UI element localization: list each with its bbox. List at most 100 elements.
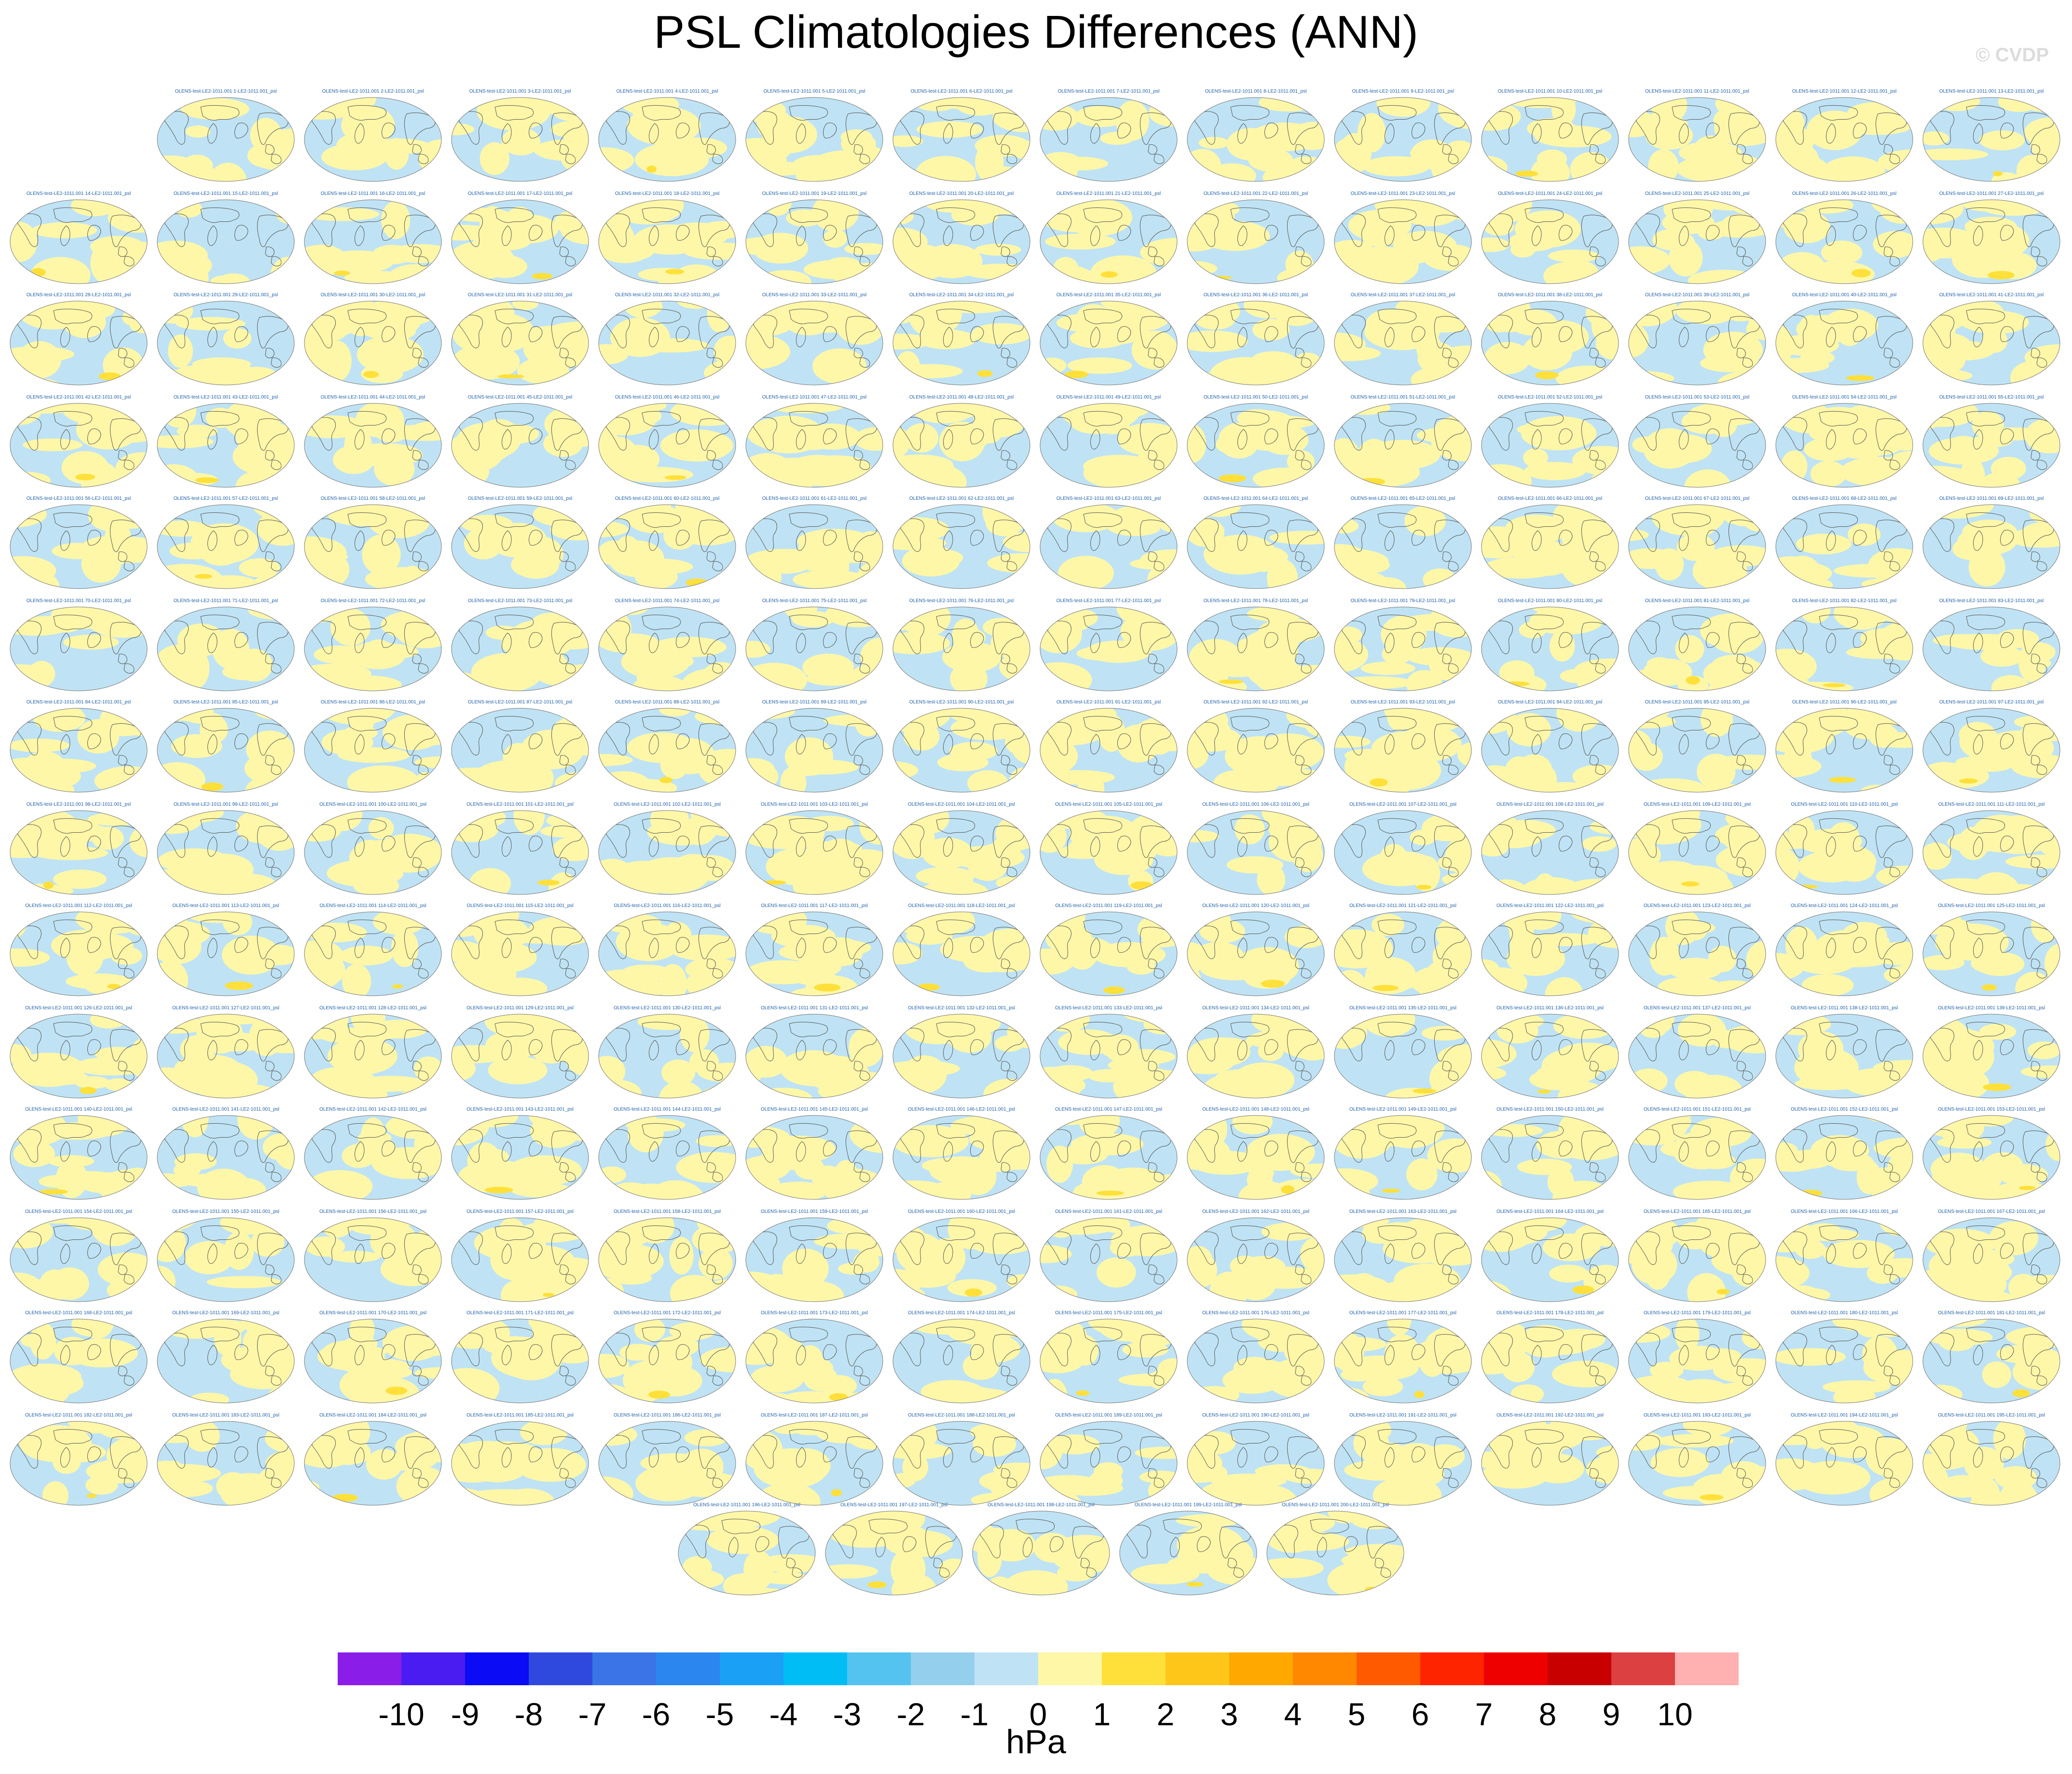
world-map-icon xyxy=(745,708,883,793)
world-map-icon xyxy=(1481,708,1619,793)
world-map-icon xyxy=(1922,301,2060,385)
world-map-icon xyxy=(1334,1319,1472,1403)
panel-label: OLENS-test-LE2-1011.001 198-LE2-1011.001… xyxy=(988,1502,1095,1508)
map-panel-190: OLENS-test-LE2-1011.001 190-LE2-1011.001… xyxy=(1184,1413,1327,1512)
panel-label: OLENS-test-LE2-1011.001 86-LE2-1011.001_… xyxy=(320,700,425,705)
panel-label: OLENS-test-LE2-1011.001 140-LE2-1011.001… xyxy=(25,1107,132,1112)
world-map-icon xyxy=(304,97,442,182)
panel-label: OLENS-test-LE2-1011.001 107-LE2-1011.001… xyxy=(1349,802,1456,807)
panel-label: OLENS-test-LE2-1011.001 199-LE2-1011.001… xyxy=(1135,1502,1242,1508)
panel-label: OLENS-test-LE2-1011.001 105-LE2-1011.001… xyxy=(1055,802,1162,807)
panel-label: OLENS-test-LE2-1011.001 176-LE2-1011.001… xyxy=(1202,1310,1309,1316)
world-map-icon xyxy=(892,1319,1030,1403)
map-panel-81: OLENS-test-LE2-1011.001 81-LE2-1011.001_… xyxy=(1626,598,1769,698)
panel-label: OLENS-test-LE2-1011.001 57-LE2-1011.001_… xyxy=(173,496,278,501)
map-panel-111: OLENS-test-LE2-1011.001 111-LE2-1011.001… xyxy=(1920,802,2063,901)
map-panel-121: OLENS-test-LE2-1011.001 121-LE2-1011.001… xyxy=(1331,903,1474,1003)
colorbar-segment xyxy=(1357,1652,1420,1685)
world-map-icon xyxy=(1775,403,1913,488)
map-panel-54: OLENS-test-LE2-1011.001 54-LE2-1011.001_… xyxy=(1773,395,1916,494)
map-panel-194: OLENS-test-LE2-1011.001 194-LE2-1011.001… xyxy=(1773,1413,1916,1512)
colorbar-segment xyxy=(592,1652,656,1685)
panel-label: OLENS-test-LE2-1011.001 1-LE2-1011.001_p… xyxy=(175,89,277,94)
world-map-icon xyxy=(157,911,295,996)
world-map-icon xyxy=(598,1217,736,1302)
world-map-icon xyxy=(1628,504,1766,589)
world-map-icon xyxy=(304,810,442,895)
panel-label: OLENS-test-LE2-1011.001 63-LE2-1011.001_… xyxy=(1056,496,1161,501)
map-panel-156: OLENS-test-LE2-1011.001 156-LE2-1011.001… xyxy=(302,1209,444,1308)
map-panel-38: OLENS-test-LE2-1011.001 38-LE2-1011.001_… xyxy=(1479,292,1621,392)
panel-label: OLENS-test-LE2-1011.001 139-LE2-1011.001… xyxy=(1938,1005,2045,1011)
map-panel-29: OLENS-test-LE2-1011.001 29-LE2-1011.001_… xyxy=(154,292,297,392)
map-panel-73: OLENS-test-LE2-1011.001 73-LE2-1011.001_… xyxy=(449,598,591,698)
world-map-icon xyxy=(1628,911,1766,996)
panel-label: OLENS-test-LE2-1011.001 69-LE2-1011.001_… xyxy=(1939,496,2044,501)
world-map-icon xyxy=(451,199,589,284)
map-panel-160: OLENS-test-LE2-1011.001 160-LE2-1011.001… xyxy=(890,1209,1033,1308)
panel-label: OLENS-test-LE2-1011.001 159-LE2-1011.001… xyxy=(761,1209,868,1214)
map-panel-106: OLENS-test-LE2-1011.001 106-LE2-1011.001… xyxy=(1184,802,1327,901)
panel-label: OLENS-test-LE2-1011.001 41-LE2-1011.001_… xyxy=(1939,292,2044,298)
panel-label: OLENS-test-LE2-1011.001 65-LE2-1011.001_… xyxy=(1350,496,1455,501)
panel-label: OLENS-test-LE2-1011.001 168-LE2-1011.001… xyxy=(25,1310,132,1316)
world-map-icon xyxy=(598,606,736,691)
panel-label: OLENS-test-LE2-1011.001 171-LE2-1011.001… xyxy=(467,1310,574,1316)
panel-label: OLENS-test-LE2-1011.001 47-LE2-1011.001_… xyxy=(762,395,867,400)
world-map-icon xyxy=(1628,606,1766,691)
panel-label: OLENS-test-LE2-1011.001 87-LE2-1011.001_… xyxy=(467,700,573,705)
map-panel-171: OLENS-test-LE2-1011.001 171-LE2-1011.001… xyxy=(449,1310,591,1410)
world-map-icon xyxy=(1775,911,1913,996)
panel-label: OLENS-test-LE2-1011.001 45-LE2-1011.001_… xyxy=(467,395,573,400)
world-map-icon xyxy=(598,911,736,996)
world-map-icon xyxy=(1187,1319,1325,1403)
panel-label: OLENS-test-LE2-1011.001 187-LE2-1011.001… xyxy=(761,1413,868,1418)
world-map-icon xyxy=(1628,1319,1766,1403)
panel-label: OLENS-test-LE2-1011.001 134-LE2-1011.001… xyxy=(1202,1005,1309,1011)
map-panel-94: OLENS-test-LE2-1011.001 94-LE2-1011.001_… xyxy=(1479,700,1621,799)
world-map-icon xyxy=(304,1421,442,1506)
panel-label: OLENS-test-LE2-1011.001 52-LE2-1011.001_… xyxy=(1497,395,1603,400)
map-panel-165: OLENS-test-LE2-1011.001 165-LE2-1011.001… xyxy=(1626,1209,1769,1308)
panel-label: OLENS-test-LE2-1011.001 158-LE2-1011.001… xyxy=(614,1209,721,1214)
panel-label: OLENS-test-LE2-1011.001 141-LE2-1011.001… xyxy=(172,1107,279,1112)
panel-label: OLENS-test-LE2-1011.001 22-LE2-1011.001_… xyxy=(1203,191,1308,196)
panel-label: OLENS-test-LE2-1011.001 137-LE2-1011.001… xyxy=(1644,1005,1751,1011)
map-panel-64: OLENS-test-LE2-1011.001 64-LE2-1011.001_… xyxy=(1184,496,1327,595)
map-panel-88: OLENS-test-LE2-1011.001 88-LE2-1011.001_… xyxy=(596,700,739,799)
map-panel-5: OLENS-test-LE2-1011.001 5-LE2-1011.001_p… xyxy=(743,89,886,188)
world-map-icon xyxy=(892,1115,1030,1200)
colorbar-tick-label: 6 xyxy=(1411,1696,1429,1732)
world-map-icon xyxy=(892,301,1030,385)
world-map-icon xyxy=(10,810,148,895)
world-map-icon xyxy=(1187,97,1325,182)
map-panel-131: OLENS-test-LE2-1011.001 131-LE2-1011.001… xyxy=(743,1005,886,1105)
world-map-icon xyxy=(1187,1115,1325,1200)
map-panel-19: OLENS-test-LE2-1011.001 19-LE2-1011.001_… xyxy=(743,191,886,290)
world-map-icon xyxy=(1481,1014,1619,1099)
map-panel-44: OLENS-test-LE2-1011.001 44-LE2-1011.001_… xyxy=(302,395,444,494)
world-map-icon xyxy=(304,606,442,691)
panel-label: OLENS-test-LE2-1011.001 38-LE2-1011.001_… xyxy=(1497,292,1603,298)
map-panel-174: OLENS-test-LE2-1011.001 174-LE2-1011.001… xyxy=(890,1310,1033,1410)
map-panel-82: OLENS-test-LE2-1011.001 82-LE2-1011.001_… xyxy=(1773,598,1916,698)
world-map-icon xyxy=(157,97,295,182)
world-map-icon xyxy=(1334,810,1472,895)
panel-label: OLENS-test-LE2-1011.001 54-LE2-1011.001_… xyxy=(1792,395,1897,400)
world-map-icon xyxy=(1040,1319,1178,1403)
map-panel-91: OLENS-test-LE2-1011.001 91-LE2-1011.001_… xyxy=(1037,700,1180,799)
map-panel-159: OLENS-test-LE2-1011.001 159-LE2-1011.001… xyxy=(743,1209,886,1308)
map-panel-158: OLENS-test-LE2-1011.001 158-LE2-1011.001… xyxy=(596,1209,739,1308)
panel-label: OLENS-test-LE2-1011.001 169-LE2-1011.001… xyxy=(172,1310,279,1316)
panel-label: OLENS-test-LE2-1011.001 192-LE2-1011.001… xyxy=(1496,1413,1604,1418)
colorbar-segment xyxy=(1166,1652,1229,1685)
panel-label: OLENS-test-LE2-1011.001 42-LE2-1011.001_… xyxy=(26,395,131,400)
map-panel-101: OLENS-test-LE2-1011.001 101-LE2-1011.001… xyxy=(449,802,591,901)
map-panel-195: OLENS-test-LE2-1011.001 195-LE2-1011.001… xyxy=(1920,1413,2063,1512)
map-panel-138: OLENS-test-LE2-1011.001 138-LE2-1011.001… xyxy=(1773,1005,1916,1105)
map-panel-35: OLENS-test-LE2-1011.001 35-LE2-1011.001_… xyxy=(1037,292,1180,392)
world-map-icon xyxy=(304,1115,442,1200)
panel-label: OLENS-test-LE2-1011.001 88-LE2-1011.001_… xyxy=(615,700,720,705)
map-panel-26: OLENS-test-LE2-1011.001 26-LE2-1011.001_… xyxy=(1773,191,1916,290)
map-panel-49: OLENS-test-LE2-1011.001 49-LE2-1011.001_… xyxy=(1037,395,1180,494)
